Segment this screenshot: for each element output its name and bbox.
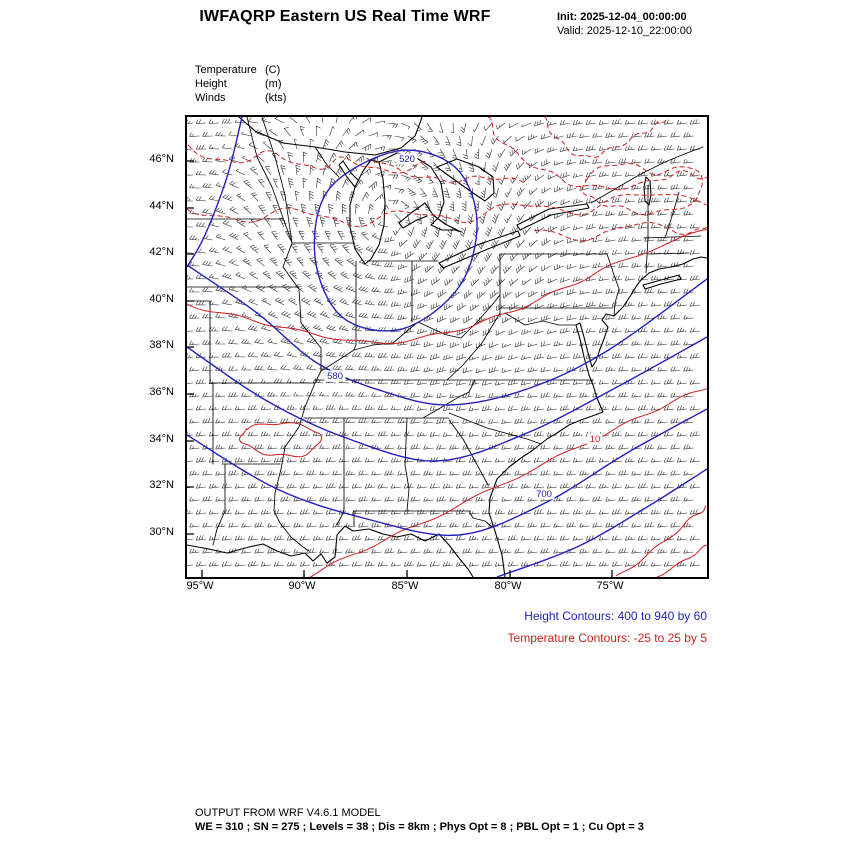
contour-notes: Height Contours: 400 to 940 by 60 Temper… (305, 605, 707, 649)
contour-value-label: 10 (590, 434, 601, 445)
contour-line (187, 194, 707, 228)
y-tick-label: 40°N (149, 293, 174, 305)
x-tick-label: 80°W (494, 580, 522, 592)
model-info-line1: OUTPUT FROM WRF V4.6.1 MODEL (195, 807, 381, 819)
geography-layer (187, 117, 707, 577)
state-borders-path (187, 146, 702, 546)
height-contours-layer (187, 117, 707, 577)
contour-line (581, 163, 704, 215)
temperature-contours-layer (187, 117, 707, 577)
model-info: OUTPUT FROM WRF V4.6.1 MODEL WE = 310 ; … (195, 806, 644, 834)
x-tick-label: 95°W (186, 580, 214, 592)
wrf-map-plot: 520 580 700 10 (187, 117, 707, 577)
longitude-axis: 95°W 90°W 85°W 80°W 75°W (185, 580, 709, 596)
legend-field-name: Winds (195, 92, 226, 104)
contour-line (487, 117, 707, 191)
legend-field-name: Height (195, 78, 227, 90)
legend-row-winds: Winds (kts) (195, 91, 286, 105)
x-tick-label: 75°W (596, 580, 624, 592)
contour-line (534, 222, 707, 242)
wind-barbs-layer (187, 117, 701, 567)
legend-field-unit: (kts) (265, 92, 287, 104)
coastline-path (187, 256, 707, 577)
contour-line (656, 544, 707, 577)
contour-line (187, 117, 243, 268)
contour-line (187, 228, 707, 345)
contour-line (615, 505, 707, 577)
contour-line (238, 422, 323, 458)
contour-line (187, 408, 707, 537)
contour-value-label: 520 (399, 154, 415, 165)
temperature-contour-note: Temperature Contours: -25 to 25 by 5 (507, 631, 707, 645)
contour-value-label: 700 (536, 489, 552, 500)
page-title: IWFAQRP Eastern US Real Time WRF (199, 8, 491, 25)
y-tick-label: 44°N (149, 200, 174, 212)
height-contour-note: Height Contours: 400 to 940 by 60 (524, 609, 707, 623)
contour-line (544, 117, 667, 158)
legend-field-unit: (m) (265, 78, 282, 90)
legend-field-unit: (C) (265, 64, 281, 76)
legend-row-temperature: Temperature (C) (195, 63, 286, 77)
y-tick-label: 36°N (149, 386, 174, 398)
model-info-line2: WE = 310 ; SN = 275 ; Levels = 38 ; Dis … (195, 821, 644, 833)
y-tick-label: 32°N (149, 479, 174, 491)
rivers-path (246, 117, 704, 552)
contour-line (187, 144, 427, 174)
init-valid-block: Init: 2025-12-04_00:00:00 Valid: 2025-12… (557, 10, 692, 38)
latitude-axis: 46°N 44°N 42°N 40°N 38°N 36°N 34°N 32°N 30°N (118, 115, 178, 575)
great-lakes-path (238, 117, 652, 269)
y-tick-label: 30°N (149, 526, 174, 538)
contour-line (366, 157, 527, 186)
y-tick-label: 42°N (149, 246, 174, 258)
map-frame: 520 580 700 10 (185, 115, 709, 579)
contour-labels-layer: 520 580 700 10 (324, 153, 603, 500)
field-legend: Temperature (C) Height (m) Winds (kts) (195, 63, 286, 105)
x-tick-label: 85°W (391, 580, 419, 592)
init-time: Init: 2025-12-04_00:00:00 (557, 11, 687, 23)
contour-line (187, 264, 707, 406)
contour-line (313, 149, 478, 332)
y-tick-label: 46°N (149, 153, 174, 165)
axis-ticks-layer (187, 160, 613, 577)
contour-value-label: 580 (327, 371, 343, 382)
x-tick-label: 90°W (288, 580, 316, 592)
legend-row-height: Height (m) (195, 77, 286, 91)
valid-time: Valid: 2025-12-10_22:00:00 (557, 25, 692, 37)
contour-line (309, 388, 707, 577)
contour-line (187, 336, 707, 462)
y-tick-label: 34°N (149, 433, 174, 445)
legend-field-name: Temperature (195, 64, 257, 76)
contour-line (496, 468, 707, 577)
y-tick-label: 38°N (149, 339, 174, 351)
